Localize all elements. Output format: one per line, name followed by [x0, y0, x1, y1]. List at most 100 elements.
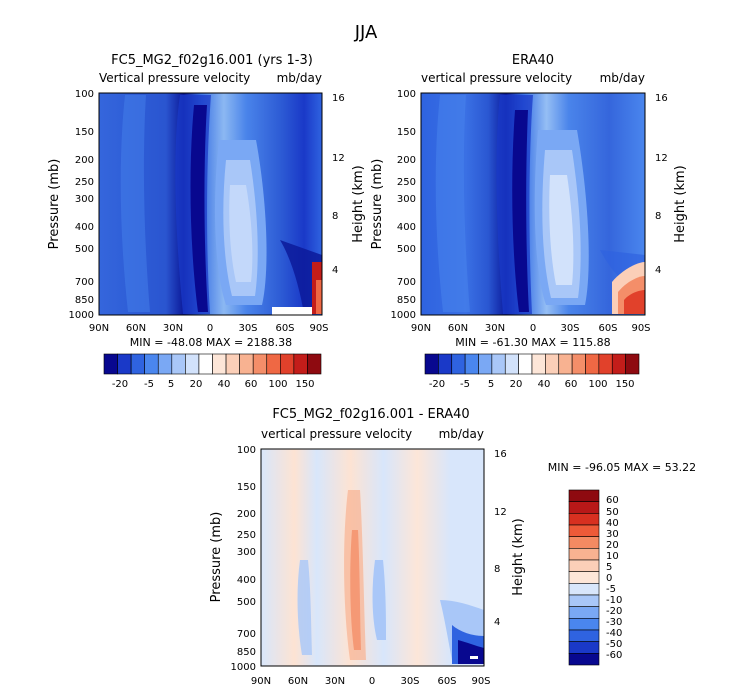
y-tick-150: 150	[75, 127, 94, 138]
cb-label: -60	[606, 650, 622, 661]
x-tick-60S: 60S	[437, 676, 456, 687]
colorbar-swatch	[568, 594, 600, 607]
colorbar-swatch	[266, 353, 281, 375]
panel-difference-field	[261, 449, 484, 666]
colorbar-swatch	[598, 353, 613, 375]
cb-label: 100	[588, 379, 607, 390]
x-tick-90N: 90N	[89, 323, 109, 334]
cb-label: 50	[606, 507, 619, 518]
cb-label: -20	[112, 379, 128, 390]
panel-model-field	[99, 93, 322, 315]
cb-label: 40	[218, 379, 231, 390]
colorbar-swatch	[117, 353, 132, 375]
cb-label: -5	[144, 379, 154, 390]
y-tick-700: 700	[237, 629, 256, 640]
y-tick-150: 150	[237, 482, 256, 493]
x-tick-30N: 30N	[485, 323, 505, 334]
colorbar-swatch	[144, 353, 159, 375]
colorbar-swatch	[571, 353, 586, 375]
colorbar-swatch	[531, 353, 546, 375]
colorbar-swatch	[171, 353, 186, 375]
x-tick-90S: 90S	[471, 676, 490, 687]
y-tick-250: 250	[397, 177, 416, 188]
cb-label: 40	[606, 518, 619, 529]
panel-model-colorbar-labels: -20 -5 5 20 40 60 100 150	[112, 379, 315, 390]
x-tick-30S: 30S	[560, 323, 579, 334]
y-tick-850: 850	[237, 647, 256, 658]
panel-era40-colorbar	[424, 353, 640, 375]
cb-label: -40	[606, 628, 622, 639]
panel-difference-colorbar-labels: 60 50 40 30 20 10 5 0 -5 -10 -20 -30 -40…	[606, 495, 622, 661]
panel-era40-y-right-tick-labels: 16 12 8 4	[655, 93, 668, 276]
y-tick-200: 200	[237, 509, 256, 520]
cb-label: 20	[510, 379, 523, 390]
panel-era40-colorbar-labels: -20 -5 5 20 40 60 100 150	[429, 379, 635, 390]
cb-label: 30	[606, 529, 619, 540]
height-tick-12: 12	[332, 153, 345, 164]
height-tick-16: 16	[655, 93, 668, 104]
y-tick-500: 500	[237, 597, 256, 608]
y-tick-700: 700	[75, 277, 94, 288]
y-tick-100: 100	[237, 445, 256, 456]
colorbar-swatch	[225, 353, 240, 375]
y-tick-250: 250	[237, 530, 256, 541]
panel-difference: FC5_MG2_f02g16.001 - ERA40 vertical pres…	[209, 407, 696, 687]
panel-difference-title: FC5_MG2_f02g16.001 - ERA40	[272, 407, 469, 422]
colorbar-swatch	[568, 536, 600, 549]
colorbar-swatch	[568, 489, 600, 502]
height-tick-16: 16	[494, 449, 507, 460]
y-tick-200: 200	[75, 155, 94, 166]
y-tick-1000: 1000	[391, 310, 416, 321]
cb-label: 20	[190, 379, 203, 390]
panel-difference-ylabel-right: Height (km)	[511, 518, 526, 595]
colorbar-swatch	[239, 353, 254, 375]
colorbar-swatch	[568, 583, 600, 596]
height-tick-16: 16	[332, 93, 345, 104]
colorbar-swatch	[103, 353, 118, 375]
cb-label: 100	[268, 379, 287, 390]
colorbar-swatch	[611, 353, 626, 375]
x-tick-90S: 90S	[309, 323, 328, 334]
colorbar-swatch	[568, 641, 600, 654]
colorbar-swatch	[545, 353, 560, 375]
colorbar-swatch	[491, 353, 506, 375]
colorbar-swatch	[568, 606, 600, 619]
cb-label: 60	[245, 379, 258, 390]
y-tick-250: 250	[75, 177, 94, 188]
colorbar-swatch	[478, 353, 493, 375]
cb-label: -10	[606, 595, 622, 606]
y-tick-300: 300	[397, 194, 416, 205]
panel-model-title: FC5_MG2_f02g16.001 (yrs 1-3)	[111, 53, 313, 68]
height-tick-8: 8	[494, 564, 500, 575]
cb-label: -20	[606, 606, 622, 617]
colorbar-swatch	[504, 353, 519, 375]
colorbar-swatch	[212, 353, 227, 375]
y-tick-400: 400	[397, 222, 416, 233]
cb-label: -20	[429, 379, 445, 390]
panel-difference-colorbar	[568, 489, 600, 666]
x-tick-30N: 30N	[325, 676, 345, 687]
cb-label: 0	[606, 573, 612, 584]
panel-difference-x-tick-labels: 90N 60N 30N 0 30S 60S 90S	[251, 676, 491, 687]
x-tick-0: 0	[530, 323, 536, 334]
panel-difference-y-right-tick-labels: 16 12 8 4	[494, 449, 507, 628]
x-tick-60N: 60N	[288, 676, 308, 687]
height-tick-12: 12	[494, 507, 507, 518]
x-tick-30S: 30S	[400, 676, 419, 687]
height-tick-4: 4	[655, 265, 661, 276]
panel-era40-subtitle-left: vertical pressure velocity	[421, 71, 572, 85]
panel-model-x-tick-labels: 90N 60N 30N 0 30S 60S 90S	[89, 323, 329, 334]
height-tick-12: 12	[655, 153, 668, 164]
panel-model-colorbar	[103, 353, 322, 375]
x-tick-60S: 60S	[275, 323, 294, 334]
colorbar-swatch	[185, 353, 200, 375]
cb-label: 5	[606, 562, 612, 573]
colorbar-swatch	[424, 353, 439, 375]
colorbar-swatch	[568, 548, 600, 561]
x-tick-60N: 60N	[448, 323, 468, 334]
panel-difference-y-tick-labels: 100 150 200 250 300 400 500 700 850 1000	[231, 445, 256, 673]
y-tick-850: 850	[75, 295, 94, 306]
colorbar-swatch	[625, 353, 640, 375]
cb-label: 20	[606, 540, 619, 551]
panel-model-stats: MIN = -48.08 MAX = 2188.38	[130, 336, 292, 349]
